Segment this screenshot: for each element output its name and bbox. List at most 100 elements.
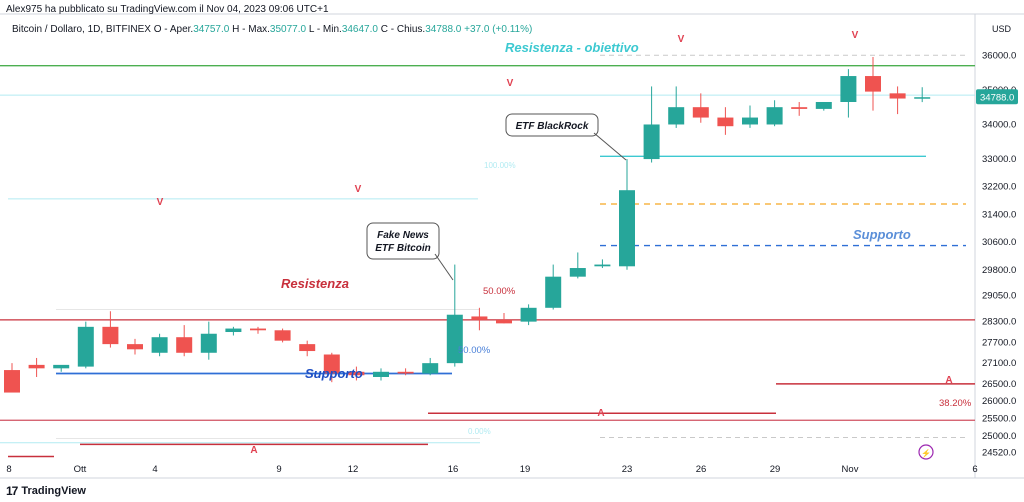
y-tick-label: 28300.0: [982, 317, 1016, 328]
candle-body: [594, 264, 611, 267]
y-tick-label: 33000.0: [982, 154, 1016, 165]
candle-body: [791, 107, 808, 109]
last-price-tag: [976, 89, 1018, 105]
marker-a: A: [597, 408, 604, 419]
fib-0-label: 0.00%: [468, 427, 491, 436]
support-low-label: Supporto: [305, 366, 363, 381]
candle-body: [742, 117, 758, 125]
candle-body: [643, 124, 660, 160]
candle-body: [250, 328, 266, 331]
callout-blackrock-label: ETF BlackRock: [516, 121, 589, 132]
x-tick-label: 6: [972, 464, 977, 475]
candle-body: [766, 107, 783, 125]
callout-pointer: [593, 132, 627, 161]
candle-body: [4, 370, 20, 393]
candle-body: [176, 337, 193, 353]
candle-body: [151, 337, 168, 353]
callout-etf-line1: Fake News: [377, 230, 429, 241]
candle-body: [28, 364, 45, 369]
x-tick-label: 19: [520, 464, 531, 475]
marker-v: V: [355, 184, 362, 195]
candle-body: [77, 326, 94, 367]
support-high-label: Supporto: [853, 227, 911, 242]
marker-v: V: [852, 30, 859, 41]
candle-body: [717, 117, 734, 127]
last-price-label: 34788.0: [980, 93, 1014, 104]
y-tick-label: 29800.0: [982, 265, 1016, 276]
candle-body: [520, 307, 537, 322]
low-label: L - Min.: [308, 24, 342, 35]
candle-body: [397, 371, 414, 374]
candle-body: [446, 314, 463, 364]
fib-100-label: 100.00%: [484, 161, 516, 170]
x-tick-label: 9: [276, 464, 281, 475]
marker-v: V: [678, 34, 685, 45]
candle-body: [914, 97, 931, 99]
high-label: H - Max.: [232, 24, 270, 35]
y-tick-label: 25000.0: [982, 431, 1016, 442]
resistance-label: Resistenza: [281, 276, 349, 291]
x-tick-label: 26: [696, 464, 707, 475]
candle-body: [692, 107, 709, 118]
x-tick-label: 23: [622, 464, 633, 475]
fib-50-label: 50.00%: [458, 345, 491, 356]
symbol-legend: Bitcoin / Dollaro, 1D, BITFINEX O - Aper…: [12, 24, 532, 35]
published-header: Alex975 ha pubblicato su TradingView.com…: [6, 4, 329, 15]
marker-v: V: [157, 197, 164, 208]
candle-body: [348, 371, 365, 376]
x-tick-label: 8: [6, 464, 11, 475]
x-tick-label: 16: [448, 464, 459, 475]
symbol-name: Bitcoin / Dollaro, 1D, BITFINEX: [12, 24, 151, 35]
brand-name: TradingView: [21, 485, 86, 497]
y-tick-label: 31400.0: [982, 209, 1016, 220]
y-tick-label: 27700.0: [982, 337, 1016, 348]
candle-body: [102, 326, 119, 345]
candle-body: [496, 319, 512, 324]
candle-body: [274, 330, 291, 341]
candle-body: [127, 344, 143, 350]
candle-body: [545, 276, 562, 308]
open-value: 34757.0: [193, 24, 230, 35]
candle-body: [889, 93, 906, 99]
callout-box: [505, 113, 599, 137]
fib-50-label: 50.00%: [483, 286, 516, 297]
callout-box: [366, 222, 440, 260]
candle-body: [471, 316, 488, 320]
candle-body: [619, 190, 635, 267]
candle-body: [668, 107, 685, 125]
candle-body: [373, 371, 389, 377]
axis-currency-label: USD: [992, 24, 1012, 34]
y-tick-label: 30600.0: [982, 237, 1016, 248]
candle-body: [200, 333, 217, 353]
change-value: +37.0 (+0.11%): [464, 24, 533, 35]
callout-etf-line2: ETF Bitcoin: [375, 243, 431, 254]
candle-body: [53, 364, 70, 369]
close-value: 34788.0: [425, 24, 462, 35]
y-tick-label: 25500.0: [982, 413, 1016, 424]
candle-body: [299, 344, 316, 352]
fib-382-label: 38.20%: [939, 398, 972, 409]
marker-a: A: [250, 445, 257, 456]
candle-body: [840, 76, 857, 102]
marker-v: V: [507, 78, 514, 89]
low-value: 34647.0: [341, 24, 378, 35]
y-tick-label: 26000.0: [982, 396, 1016, 407]
bolt-icon: [918, 444, 934, 460]
x-tick-label: Nov: [842, 464, 859, 475]
candle-body: [569, 268, 586, 277]
bolt-icon-glyph: ⚡: [921, 448, 931, 458]
open-label: O - Aper.: [153, 24, 194, 35]
y-tick-label: 32200.0: [982, 182, 1016, 193]
tradingview-footer[interactable]: 17 TradingView: [6, 484, 86, 498]
y-tick-label: 29050.0: [982, 291, 1016, 302]
candle-body: [323, 354, 340, 374]
high-value: 35077.0: [269, 24, 307, 35]
marker-a: A: [945, 375, 952, 386]
y-tick-label: 24520.0: [982, 447, 1016, 458]
y-tick-label: 27100.0: [982, 358, 1016, 369]
candle-body: [225, 328, 242, 333]
callout-pointer: [434, 253, 454, 281]
close-label: C - Chius.: [380, 24, 426, 35]
